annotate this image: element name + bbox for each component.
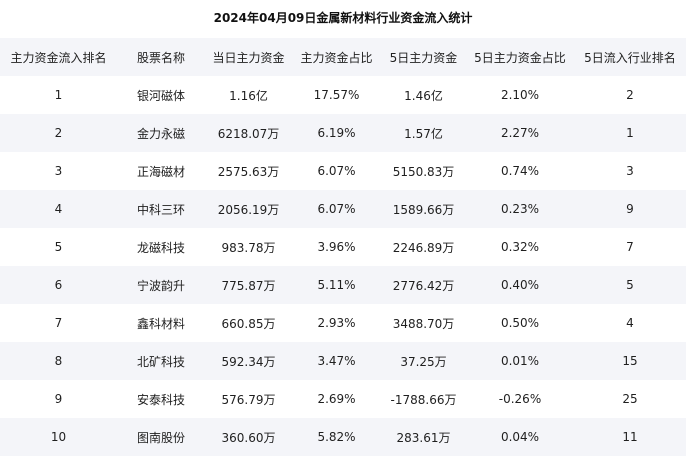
5day-industry-rank-cell: 1: [626, 126, 634, 140]
rank-cell: 10: [50, 430, 67, 444]
stock-name-cell: 北矿科技: [136, 354, 185, 369]
5day-main-funds-cell: 1589.66万: [392, 202, 455, 217]
5day-main-funds-ratio-cell: 0.40%: [500, 278, 540, 292]
5day-industry-rank-cell: 2: [626, 88, 634, 102]
rank-cell: 7: [54, 316, 63, 330]
main-funds-ratio-cell: 5.11%: [317, 278, 356, 292]
header-5day-main-funds-ratio: 5日主力资金占比: [474, 50, 566, 65]
5day-industry-rank-cell: 4: [626, 316, 634, 330]
header-main-funds-ratio: 主力资金占比: [300, 50, 373, 65]
5day-industry-rank-cell: 5: [626, 278, 634, 292]
5day-main-funds-ratio-cell: 2.27%: [500, 126, 540, 140]
daily-main-funds-cell: 2575.63万: [217, 164, 280, 179]
rank-cell: 2: [54, 126, 63, 140]
rank-cell: 3: [54, 164, 63, 178]
daily-main-funds-cell: 360.60万: [221, 430, 276, 445]
header-5day-main-funds: 5日主力资金: [389, 50, 458, 65]
stock-name-cell: 鑫科材料: [136, 316, 185, 331]
5day-main-funds-cell: 5150.83万: [392, 164, 455, 179]
5day-main-funds-cell: -1788.66万: [390, 392, 457, 407]
header-row: 主力资金流入排名 股票名称 当日主力资金 主力资金占比 5日主力资金 5日主力资…: [0, 38, 686, 76]
stock-name-cell: 中科三环: [136, 202, 185, 217]
table-row: 6 宁波韵升 775.87万 5.11% 2776.42万 0.40% 5: [0, 266, 686, 304]
daily-main-funds-cell: 1.16亿: [229, 88, 268, 103]
5day-main-funds-ratio-cell: 0.01%: [500, 354, 540, 368]
5day-main-funds-cell: 3488.70万: [392, 316, 455, 331]
main-funds-ratio-cell: 6.19%: [317, 126, 356, 140]
5day-industry-rank-cell: 11: [622, 430, 638, 444]
5day-main-funds-ratio-cell: 0.23%: [500, 202, 540, 216]
table-row: 7 鑫科材料 660.85万 2.93% 3488.70万 0.50% 4: [0, 304, 686, 342]
stock-name-cell: 安泰科技: [136, 392, 185, 407]
header-rank: 主力资金流入排名: [10, 50, 107, 65]
page-title: 2024年04月09日金属新材料行业资金流入统计: [213, 11, 473, 25]
stock-name-cell: 银河磁体: [136, 88, 185, 103]
5day-industry-rank-cell: 7: [626, 240, 634, 254]
main-funds-ratio-cell: 2.69%: [317, 392, 356, 406]
rank-cell: 8: [54, 354, 63, 368]
table-row: 1 银河磁体 1.16亿 17.57% 1.46亿 2.10% 2: [0, 76, 686, 114]
5day-main-funds-cell: 37.25万: [400, 354, 447, 369]
5day-main-funds-ratio-cell: 0.32%: [500, 240, 540, 254]
table-row: 2 金力永磁 6218.07万 6.19% 1.57亿 2.27% 1: [0, 114, 686, 152]
daily-main-funds-cell: 6218.07万: [217, 126, 280, 141]
table-row: 10 图南股份 360.60万 5.82% 283.61万 0.04% 11: [0, 418, 686, 456]
5day-main-funds-cell: 1.46亿: [404, 88, 443, 103]
main-funds-ratio-cell: 3.47%: [317, 354, 356, 368]
5day-main-funds-ratio-cell: 0.50%: [500, 316, 540, 330]
header-daily-main-funds: 当日主力资金: [212, 50, 285, 65]
header-stock-name: 股票名称: [136, 50, 185, 65]
5day-industry-rank-cell: 3: [626, 164, 634, 178]
header-5day-industry-rank: 5日流入行业排名: [584, 50, 676, 65]
stock-name-cell: 金力永磁: [136, 126, 185, 141]
main-funds-ratio-cell: 17.57%: [313, 88, 360, 102]
table-row: 3 正海磁材 2575.63万 6.07% 5150.83万 0.74% 3: [0, 152, 686, 190]
5day-industry-rank-cell: 15: [622, 354, 638, 368]
table-row: 9 安泰科技 576.79万 2.69% -1788.66万 -0.26% 25: [0, 380, 686, 418]
main-funds-ratio-cell: 3.96%: [317, 240, 356, 254]
main-funds-ratio-cell: 2.93%: [317, 316, 356, 330]
5day-main-funds-ratio-cell: -0.26%: [498, 392, 542, 406]
table-row: 4 中科三环 2056.19万 6.07% 1589.66万 0.23% 9: [0, 190, 686, 228]
daily-main-funds-cell: 576.79万: [221, 392, 276, 407]
table-row: 5 龙磁科技 983.78万 3.96% 2246.89万 0.32% 7: [0, 228, 686, 266]
main-funds-ratio-cell: 6.07%: [317, 202, 356, 216]
daily-main-funds-cell: 660.85万: [221, 316, 276, 331]
stock-name-cell: 宁波韵升: [136, 278, 185, 293]
5day-main-funds-ratio-cell: 0.74%: [500, 164, 540, 178]
stock-name-cell: 正海磁材: [136, 164, 185, 179]
stock-name-cell: 龙磁科技: [136, 240, 185, 255]
rank-cell: 9: [54, 392, 63, 406]
rank-cell: 5: [54, 240, 63, 254]
main-funds-ratio-cell: 5.82%: [317, 430, 356, 444]
main-funds-ratio-cell: 6.07%: [317, 164, 356, 178]
5day-industry-rank-cell: 25: [622, 392, 638, 406]
5day-main-funds-ratio-cell: 2.10%: [500, 88, 540, 102]
fund-flow-table: 主力资金流入排名 股票名称 当日主力资金 主力资金占比 5日主力资金 5日主力资…: [0, 38, 686, 456]
5day-main-funds-cell: 283.61万: [396, 430, 451, 445]
5day-main-funds-cell: 2246.89万: [392, 240, 455, 255]
rank-cell: 6: [54, 278, 63, 292]
5day-main-funds-ratio-cell: 0.04%: [500, 430, 540, 444]
daily-main-funds-cell: 775.87万: [221, 278, 276, 293]
table-row: 8 北矿科技 592.34万 3.47% 37.25万 0.01% 15: [0, 342, 686, 380]
5day-main-funds-cell: 1.57亿: [404, 126, 443, 141]
rank-cell: 4: [54, 202, 63, 216]
stock-name-cell: 图南股份: [136, 430, 185, 445]
daily-main-funds-cell: 2056.19万: [217, 202, 280, 217]
daily-main-funds-cell: 983.78万: [221, 240, 276, 255]
5day-industry-rank-cell: 9: [626, 202, 634, 216]
rank-cell: 1: [54, 88, 63, 102]
5day-main-funds-cell: 2776.42万: [392, 278, 455, 293]
daily-main-funds-cell: 592.34万: [221, 354, 276, 369]
